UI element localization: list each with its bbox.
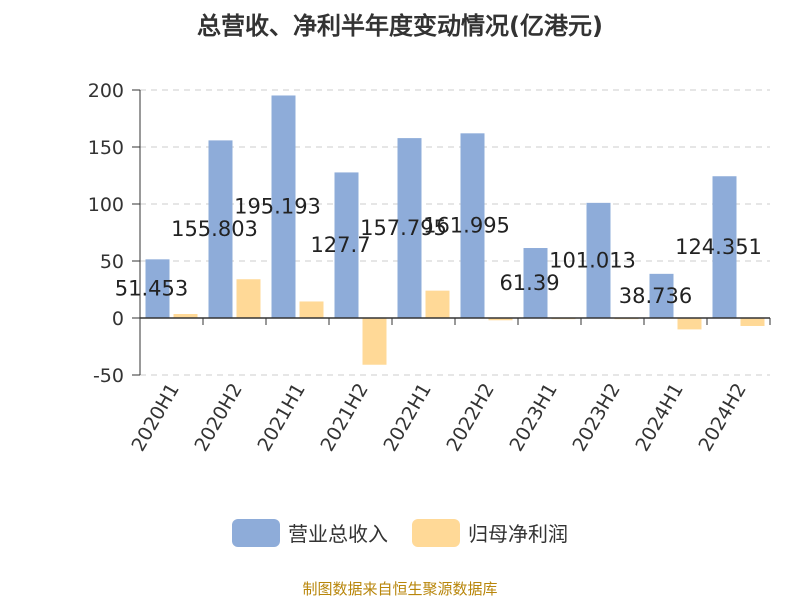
y-tick-label: 100	[88, 194, 124, 216]
x-tick-label: 2021H1	[253, 380, 309, 456]
bar-profit	[677, 318, 702, 330]
bar-revenue	[523, 248, 548, 318]
bars	[145, 95, 765, 365]
data-label-revenue: 101.013	[549, 248, 636, 272]
bar-revenue	[712, 176, 737, 318]
legend-swatch-profit	[412, 518, 460, 547]
bar-profit	[740, 318, 765, 326]
bar-revenue	[271, 95, 296, 318]
data-label-revenue: 51.453	[115, 277, 188, 301]
legend-swatch-revenue	[232, 518, 280, 547]
y-tick-label: 200	[88, 80, 124, 102]
x-tick-label: 2020H1	[127, 380, 183, 456]
y-tick-label: 150	[88, 137, 124, 159]
x-tick-label: 2024H1	[631, 380, 687, 456]
data-label-revenue: 127.7	[310, 233, 370, 257]
chart-title: 总营收、净利半年度变动情况(亿港元)	[197, 12, 603, 40]
data-label-revenue: 124.351	[675, 235, 762, 259]
data-label-revenue: 157.795	[360, 216, 447, 240]
legend-item-profit[interactable]: 归母净利润	[412, 518, 568, 547]
bar-profit	[236, 279, 261, 318]
x-tick-label: 2024H2	[694, 380, 750, 456]
x-axis: 2020H1 2020H2 2021H1 2021H2 2022H1 2022H2 2023…	[127, 317, 771, 456]
bar-revenue	[460, 133, 485, 318]
legend-label-profit: 归母净利润	[468, 522, 568, 546]
bar-revenue	[649, 273, 674, 318]
y-axis: 200 150 100 50 0 -50	[88, 80, 141, 387]
y-tick-label: -50	[93, 365, 124, 387]
legend: 营业总收入 归母净利润	[0, 518, 800, 547]
data-label-revenue: 38.736	[619, 284, 692, 308]
data-label-revenue: 161.995	[423, 214, 510, 238]
bar-revenue	[145, 259, 170, 318]
source-note: 制图数据来自恒生聚源数据库	[302, 580, 498, 598]
x-tick-label: 2023H2	[568, 380, 624, 456]
x-tick-label: 2021H2	[316, 380, 372, 456]
bar-revenue	[397, 138, 422, 318]
bar-revenue	[586, 202, 611, 318]
bar-profit	[173, 314, 198, 318]
y-tick-label: 50	[100, 251, 124, 273]
x-tick-label: 2022H1	[379, 380, 435, 456]
bar-profit	[362, 318, 387, 365]
bar-revenue	[334, 172, 359, 318]
legend-item-revenue[interactable]: 营业总收入	[232, 518, 388, 547]
data-label-revenue: 195.193	[234, 195, 321, 219]
data-label-revenue: 155.803	[171, 217, 258, 241]
x-tick-label: 2020H2	[190, 380, 246, 456]
x-tick-label: 2022H2	[442, 380, 498, 456]
bar-profit	[425, 290, 450, 318]
x-tick-label: 2023H1	[505, 380, 561, 456]
legend-label-revenue: 营业总收入	[288, 522, 388, 546]
bar-profit	[299, 301, 324, 318]
y-tick-label: 0	[112, 308, 124, 330]
data-label-revenue: 61.39	[499, 271, 559, 295]
bar-revenue	[208, 140, 233, 318]
bar-profit	[488, 318, 513, 321]
